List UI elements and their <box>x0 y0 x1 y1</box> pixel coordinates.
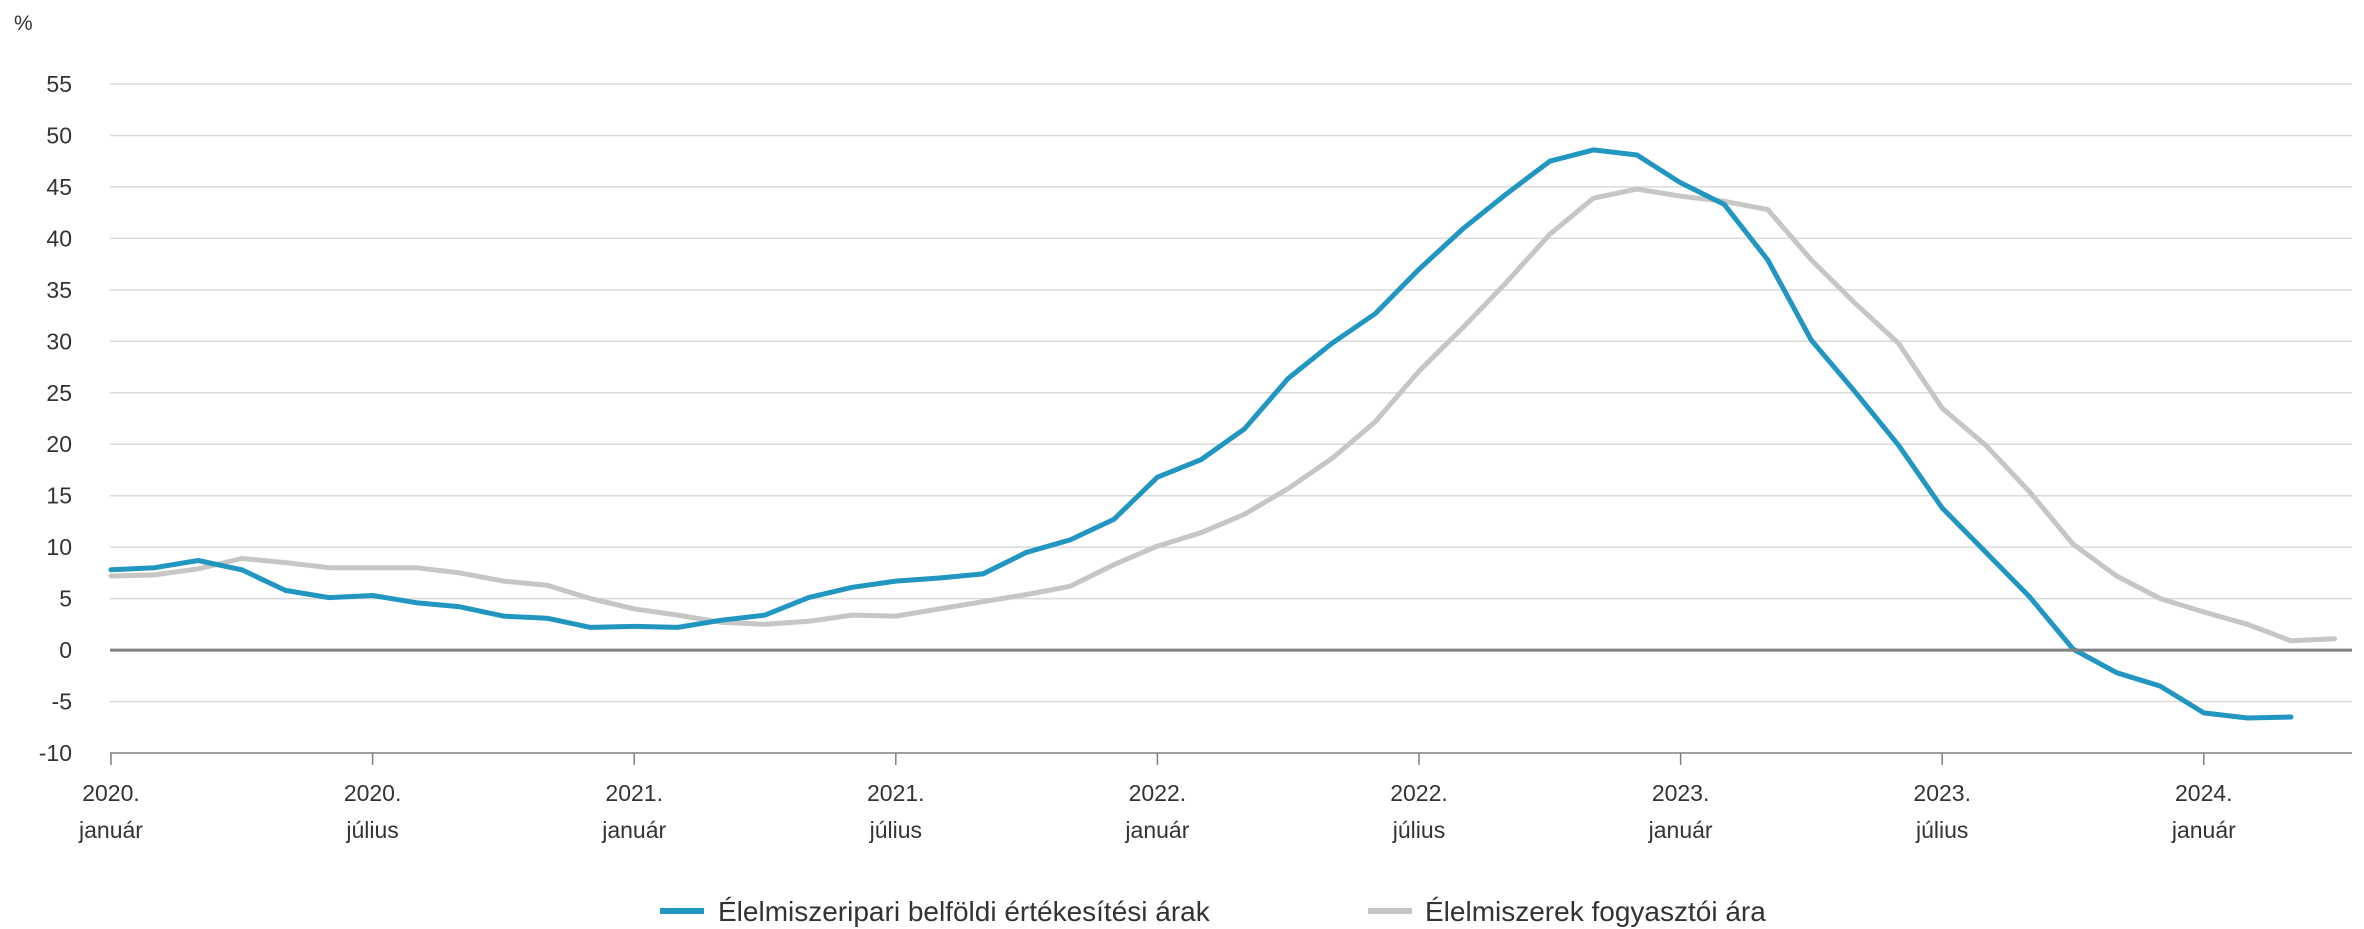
x-tick-label-month: január <box>601 817 666 843</box>
x-tick-label-month: január <box>2171 817 2236 843</box>
y-tick-label: -10 <box>39 740 72 766</box>
series-lines <box>108 147 2352 721</box>
legend: Élelmiszeripari belföldi értékesítési ár… <box>660 896 1766 927</box>
y-tick-label: 10 <box>46 534 72 560</box>
x-tick-label-year: 2021. <box>605 780 663 806</box>
y-tick-label: 40 <box>46 225 72 251</box>
x-tick-label-year: 2023. <box>1652 780 1710 806</box>
y-tick-label: 35 <box>46 277 72 303</box>
legend-label-1: Élelmiszeripari belföldi értékesítési ár… <box>718 896 1211 927</box>
x-tick-label-month: július <box>869 817 922 843</box>
y-tick-label: 0 <box>59 637 72 663</box>
y-axis-tick-labels: -10 -5 0 5 10 15 20 25 30 35 40 45 50 55 <box>39 71 72 766</box>
grid-lines <box>110 83 2352 703</box>
series-line-2 <box>108 186 2338 644</box>
x-tick-label-month: január <box>1124 817 1189 843</box>
y-tick-label: 45 <box>46 174 72 200</box>
y-tick-label: 55 <box>46 71 72 97</box>
x-tick-label-year: 2022. <box>1390 780 1448 806</box>
y-tick-label: 30 <box>46 328 72 354</box>
y-axis-unit-label: % <box>14 12 33 35</box>
y-tick-label: 50 <box>46 122 72 148</box>
y-tick-label: 20 <box>46 431 72 457</box>
y-tick-label: 25 <box>46 380 72 406</box>
y-tick-label: -5 <box>52 689 72 715</box>
x-tick-label-month: január <box>78 817 143 843</box>
y-tick-label: 15 <box>46 483 72 509</box>
x-tick-label-year: 2020. <box>82 780 140 806</box>
x-axis: 2020. január 2020. július 2021. január 2021. jú… <box>78 752 2352 843</box>
x-tick-label-year: 2024. <box>2175 780 2233 806</box>
x-tick-label-year: 2021. <box>867 780 925 806</box>
x-tick-label-year: 2022. <box>1129 780 1187 806</box>
x-tick-label-month: július <box>1392 817 1445 843</box>
x-tick-label-year: 2020. <box>344 780 402 806</box>
x-tick-label-month: július <box>1915 817 1968 843</box>
y-tick-label: 5 <box>59 586 72 612</box>
x-tick-label-month: július <box>345 817 398 843</box>
series-line-1 <box>108 147 2294 721</box>
x-tick-label-year: 2023. <box>1913 780 1971 806</box>
legend-label-2: Élelmiszerek fogyasztói ára <box>1425 896 1766 927</box>
x-tick-label-month: január <box>1648 817 1713 843</box>
